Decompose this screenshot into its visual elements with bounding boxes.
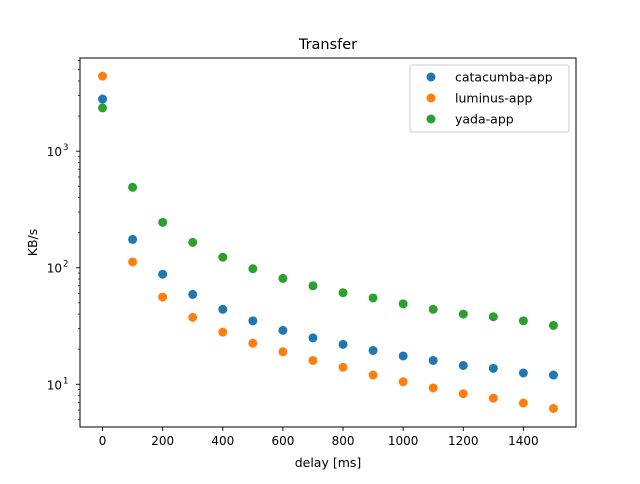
y-tick-exponent: 2 <box>63 260 68 270</box>
legend-marker-luminus-app <box>426 93 436 103</box>
y-tick-base: 10 <box>47 378 62 392</box>
x-axis-label: delay [ms] <box>295 455 362 470</box>
data-point-luminus-app-6 <box>278 347 288 357</box>
data-point-luminus-app-10 <box>398 377 408 387</box>
data-point-catacumba-app-0 <box>98 94 108 104</box>
legend-label-catacumba-app: catacumba-app <box>455 70 553 85</box>
data-point-yada-app-1 <box>128 182 138 192</box>
data-point-yada-app-9 <box>368 293 378 303</box>
plot-frame <box>79 57 577 428</box>
data-point-yada-app-4 <box>218 252 228 262</box>
data-point-yada-app-8 <box>338 288 348 298</box>
data-point-catacumba-app-10 <box>398 351 408 361</box>
y-tick-base: 10 <box>47 145 62 159</box>
data-point-catacumba-app-14 <box>518 368 528 378</box>
y-tick-label: 10 <box>47 262 62 276</box>
data-point-catacumba-app-15 <box>548 370 558 380</box>
x-tick-label: 400 <box>211 434 234 448</box>
x-tick-label: 1000 <box>388 434 419 448</box>
x-tick-label: 200 <box>151 434 174 448</box>
data-point-catacumba-app-1 <box>128 234 138 244</box>
data-point-yada-app-11 <box>428 304 438 314</box>
legend: catacumba-app luminus-app yada-app <box>409 64 570 133</box>
y-tick-exponent: 3 <box>63 143 68 153</box>
data-point-catacumba-app-3 <box>188 289 198 299</box>
x-tick-label: 600 <box>271 434 294 448</box>
legend-marker-yada-app <box>426 114 436 124</box>
data-point-catacumba-app-9 <box>368 345 378 355</box>
data-point-catacumba-app-2 <box>158 269 168 279</box>
data-point-yada-app-12 <box>458 309 468 319</box>
x-tick-label: 0 <box>99 434 107 448</box>
y-tick-label: 10 <box>47 145 62 159</box>
data-point-catacumba-app-4 <box>218 304 228 314</box>
data-point-luminus-app-1 <box>128 257 138 267</box>
data-point-catacumba-app-12 <box>458 360 468 370</box>
y-tick-exponent: 1 <box>63 376 68 386</box>
data-point-luminus-app-8 <box>338 362 348 372</box>
data-point-catacumba-app-6 <box>278 325 288 335</box>
legend-box <box>409 64 570 133</box>
y-tick-base: 10 <box>47 262 62 276</box>
data-point-yada-app-0 <box>98 103 108 113</box>
data-point-luminus-app-15 <box>548 403 558 413</box>
data-point-yada-app-7 <box>308 281 318 291</box>
data-point-catacumba-app-5 <box>248 316 258 326</box>
data-point-yada-app-3 <box>188 237 198 247</box>
data-point-luminus-app-2 <box>158 292 168 302</box>
data-point-yada-app-10 <box>398 299 408 309</box>
data-point-catacumba-app-8 <box>338 339 348 349</box>
data-point-yada-app-15 <box>548 320 558 330</box>
data-point-yada-app-2 <box>158 217 168 227</box>
legend-marker-catacumba-app <box>426 72 436 82</box>
data-point-luminus-app-5 <box>248 338 258 348</box>
data-point-yada-app-13 <box>488 312 498 322</box>
chart-title: Transfer <box>298 37 357 53</box>
legend-label-yada-app: yada-app <box>455 112 514 127</box>
y-axis-label: KB/s <box>25 229 40 257</box>
data-point-luminus-app-7 <box>308 355 318 365</box>
x-axis-ticks: 0 200 400 600 800 1000 1200 1400 <box>99 427 539 448</box>
x-tick-label: 800 <box>332 434 355 448</box>
x-tick-label: 1400 <box>508 434 539 448</box>
data-point-catacumba-app-11 <box>428 355 438 365</box>
data-point-catacumba-app-13 <box>488 363 498 373</box>
data-point-luminus-app-11 <box>428 383 438 393</box>
data-points <box>98 71 558 413</box>
legend-label-luminus-app: luminus-app <box>455 91 533 106</box>
data-point-yada-app-5 <box>248 264 258 274</box>
y-tick-label: 10 <box>47 378 62 392</box>
data-point-yada-app-14 <box>518 316 528 326</box>
data-point-luminus-app-3 <box>188 312 198 322</box>
data-point-luminus-app-13 <box>488 393 498 403</box>
data-point-luminus-app-9 <box>368 370 378 380</box>
data-point-luminus-app-14 <box>518 398 528 408</box>
data-point-luminus-app-12 <box>458 389 468 399</box>
x-tick-label: 1200 <box>448 434 479 448</box>
legend-items: catacumba-app luminus-app yada-app <box>426 70 553 127</box>
data-point-catacumba-app-7 <box>308 333 318 343</box>
data-point-luminus-app-0 <box>98 71 108 81</box>
data-point-luminus-app-4 <box>218 327 228 337</box>
data-point-yada-app-6 <box>278 273 288 283</box>
